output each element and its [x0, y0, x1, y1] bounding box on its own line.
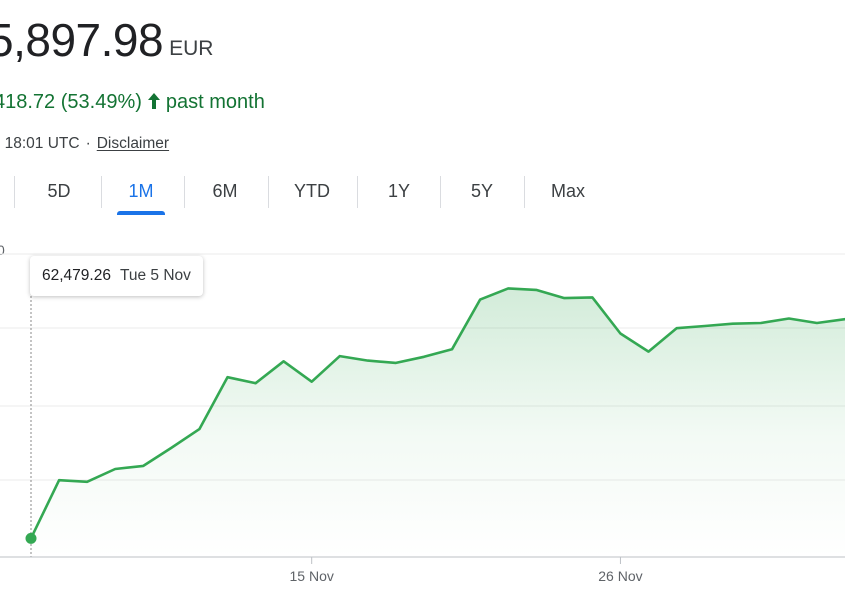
tab-divider [268, 176, 269, 208]
tab-divider [524, 176, 525, 208]
price-header: 5,897.98 EUR [0, 8, 213, 72]
tab-1m[interactable]: 1M [117, 170, 165, 215]
tooltip-date: Tue 5 Nov [119, 267, 191, 284]
active-tab-indicator [117, 211, 165, 215]
tab-label: 1Y [387, 180, 411, 201]
chart-line [29, 287, 845, 540]
hover-point [25, 532, 37, 544]
price-chart[interactable]: 15 Nov 26 Nov [0, 230, 845, 597]
y-axis-label: 0 [0, 242, 5, 258]
tab-6m[interactable]: 6M [200, 170, 250, 212]
currency-code: EUR [169, 37, 214, 60]
tab-label: 5Y [470, 180, 494, 201]
tab-label: Max [550, 180, 585, 201]
separator-dot: · [85, 135, 91, 152]
hover-tooltip: 62,479.26 Tue 5 Nov [30, 256, 203, 296]
meta-row: , 18:01 UTC · Disclaimer [0, 134, 169, 154]
x-tick-label: 26 Nov [598, 568, 642, 584]
tab-divider [14, 176, 15, 208]
tab-label: YTD [294, 180, 330, 201]
time-range-tabs: 5D 1M 6M YTD 1Y 5Y Max [0, 170, 845, 216]
tab-label: 5D [47, 180, 71, 201]
tab-ytd[interactable]: YTD [282, 170, 342, 212]
price-change: 418.72 (53.49%) [0, 91, 142, 113]
tab-5d[interactable]: 5D [30, 170, 88, 212]
chart-area-fill [31, 288, 845, 557]
tab-divider [357, 176, 358, 208]
tooltip-value: 62,479.26 [42, 267, 111, 284]
change-period: past month [165, 91, 265, 113]
tab-divider [440, 176, 441, 208]
tab-label: 1M [128, 180, 154, 201]
disclaimer-link[interactable]: Disclaimer [96, 135, 170, 152]
timestamp: , 18:01 UTC [0, 135, 80, 152]
price-chart-svg: 15 Nov 26 Nov [0, 253, 845, 584]
tab-divider [101, 176, 102, 208]
tab-label: 6M [212, 180, 238, 201]
tab-5y[interactable]: 5Y [456, 170, 508, 212]
current-price: 5,897.98 [0, 14, 164, 66]
tab-divider [184, 176, 185, 208]
tab-max[interactable]: Max [540, 170, 596, 212]
x-tick-label: 15 Nov [290, 568, 334, 584]
tab-1y[interactable]: 1Y [373, 170, 425, 212]
price-change-row: 418.72 (53.49%) past month [0, 87, 265, 117]
arrow-up-icon [146, 90, 162, 110]
